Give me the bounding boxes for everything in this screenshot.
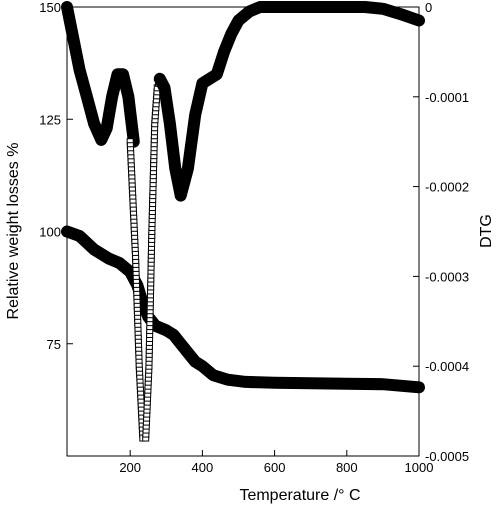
y-left-tick-label: 100 <box>39 225 61 240</box>
x-axis: 200 400 600 800 1000 <box>119 450 433 475</box>
data-point <box>125 93 132 100</box>
data-point <box>271 379 278 386</box>
data-point <box>184 349 191 356</box>
y-axis-left-label: Relative weight losses % <box>5 143 22 320</box>
y-right-tick-label: -0.0001 <box>425 90 469 105</box>
data-point <box>163 327 170 334</box>
data-point <box>235 17 242 24</box>
data-point <box>210 372 217 379</box>
x-tick-label: 600 <box>264 460 286 475</box>
data-point <box>91 246 98 253</box>
y-axis-right: 0 -0.0001 -0.0002 -0.0003 -0.0004 -0.0005 <box>413 0 469 464</box>
data-point <box>170 331 177 338</box>
y-right-tick-label: -0.0003 <box>425 269 469 284</box>
data-point <box>379 381 386 388</box>
data-point <box>361 4 368 10</box>
data-point <box>184 165 191 172</box>
y-left-tick-label: 75 <box>47 337 61 352</box>
data-point <box>343 380 350 387</box>
y-right-tick-label: -0.0005 <box>425 449 469 464</box>
y-right-tick-label: 0 <box>425 0 432 15</box>
data-point <box>166 120 173 127</box>
data-point <box>103 125 110 132</box>
data-point <box>76 66 83 73</box>
data-point <box>416 17 422 24</box>
data-point <box>213 71 220 78</box>
data-point <box>242 378 249 385</box>
data-point <box>109 93 116 100</box>
data-point <box>257 4 264 10</box>
data-point <box>307 380 314 387</box>
data-point <box>69 30 76 37</box>
data-point <box>289 4 296 10</box>
series-2 <box>126 75 164 442</box>
data-point <box>127 268 134 275</box>
plot-area <box>61 1 425 442</box>
data-point <box>206 75 213 82</box>
x-tick-label: 400 <box>192 460 214 475</box>
data-point <box>76 232 83 239</box>
data-point <box>105 255 112 262</box>
series-line <box>153 1 425 202</box>
data-point <box>192 358 199 365</box>
data-point <box>199 80 206 87</box>
series-0 <box>61 225 425 394</box>
data-point <box>161 84 168 91</box>
data-point <box>192 111 199 118</box>
data-point <box>119 71 126 78</box>
data-point <box>307 4 314 10</box>
y-left-tick-label: 125 <box>39 112 61 127</box>
data-point <box>98 136 105 143</box>
data-point <box>246 8 253 15</box>
data-point <box>325 4 332 10</box>
data-point <box>116 259 123 266</box>
series-line <box>61 225 425 394</box>
y-axis-left: 75 100 125 150 <box>39 0 73 352</box>
data-point <box>177 192 184 199</box>
data-point <box>224 376 231 383</box>
x-tick-label: 800 <box>336 460 358 475</box>
data-point <box>91 120 98 127</box>
y-axis-right-label: DTG <box>478 214 495 248</box>
data-point <box>177 340 184 347</box>
x-axis-label: Temperature /° C <box>239 487 360 504</box>
data-point <box>397 11 404 18</box>
y-right-tick-label: -0.0004 <box>425 359 469 374</box>
data-point <box>221 48 228 55</box>
y-right-tick-label: -0.0002 <box>425 180 469 195</box>
data-point <box>343 4 350 10</box>
data-point <box>416 384 422 391</box>
data-point <box>379 5 386 12</box>
y-left-tick-label: 150 <box>39 0 61 15</box>
series-3 <box>153 1 425 202</box>
series-line <box>61 1 140 148</box>
data-point <box>152 322 159 329</box>
x-tick-label: 200 <box>119 460 141 475</box>
data-point <box>139 300 146 307</box>
data-point <box>114 71 121 78</box>
data-point <box>64 4 70 10</box>
series-1 <box>61 1 140 148</box>
data-point <box>64 228 70 235</box>
data-point <box>172 165 179 172</box>
data-point <box>199 363 206 370</box>
data-point <box>156 75 163 82</box>
data-point <box>271 4 278 10</box>
data-point <box>83 93 90 100</box>
x-tick-label: 1000 <box>405 460 434 475</box>
data-point <box>228 30 235 37</box>
